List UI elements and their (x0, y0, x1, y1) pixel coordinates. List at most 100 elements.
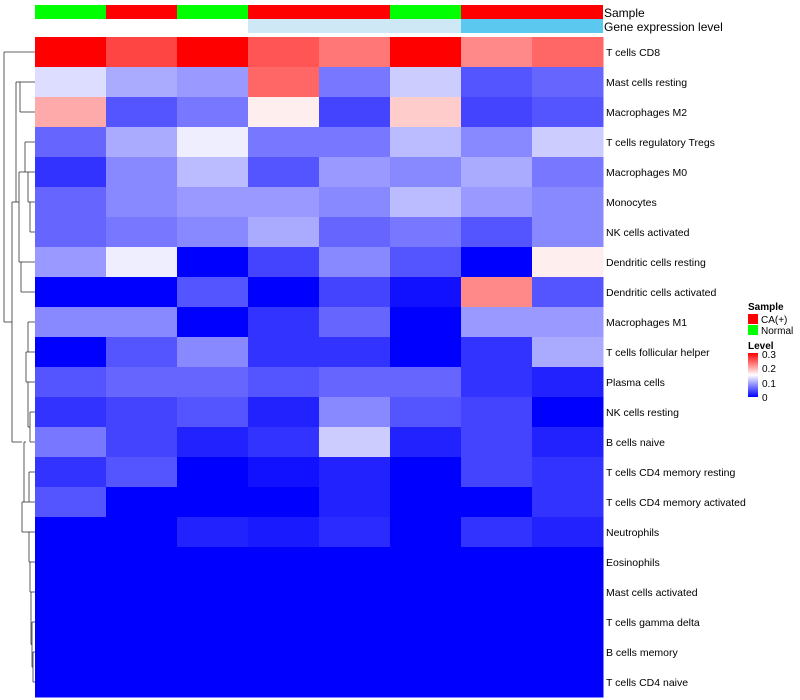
heatmap-cell (532, 307, 604, 338)
row-label: B cells naive (606, 437, 665, 449)
heatmap-cell (177, 247, 249, 278)
heatmap-cell (248, 367, 320, 398)
heatmap-cell (106, 457, 178, 488)
heatmap-cell (319, 187, 391, 218)
heatmap-cell (248, 457, 320, 488)
legend-swatch-normal (748, 325, 758, 335)
heatmap-cell (177, 217, 249, 248)
heatmap-cell (461, 607, 533, 638)
heatmap-cell (35, 187, 107, 218)
heatmap-cell (532, 577, 604, 608)
heatmap-cell (461, 547, 533, 578)
heatmap-cell (532, 667, 604, 698)
heatmap-cell (106, 577, 178, 608)
heatmap-cell (248, 397, 320, 428)
heatmap-cell (532, 217, 604, 248)
heatmap-cell (106, 307, 178, 338)
sample-annotation-cell (461, 5, 532, 19)
heatmap-cell (461, 637, 533, 668)
heatmap-cell (106, 97, 178, 128)
heatmap-cell (532, 37, 604, 68)
heatmap-cell (248, 307, 320, 338)
heatmap-cell (532, 637, 604, 668)
heatmap-cell (461, 157, 533, 188)
heatmap-cell (35, 397, 107, 428)
heatmap-cell (35, 67, 107, 98)
heatmap-cell (35, 127, 107, 158)
level-tick-0: 0 (762, 393, 768, 404)
row-label: Dendritic cells resting (606, 257, 706, 269)
heatmap-cell (532, 457, 604, 488)
heatmap-cell (390, 637, 462, 668)
heatmap-cell (319, 277, 391, 308)
heatmap-cell (35, 247, 107, 278)
heatmap-cell (35, 667, 107, 698)
heatmap-cell (106, 337, 178, 368)
heatmap-cell (35, 217, 107, 248)
heatmap-cell (319, 577, 391, 608)
heatmap-cell (106, 397, 178, 428)
heatmap-cell (177, 607, 249, 638)
heatmap-cell (248, 337, 320, 368)
heatmap-cell (248, 487, 320, 518)
row-dendrogram (3, 51, 35, 683)
heatmap-cell (248, 97, 320, 128)
row-label: Mast cells resting (606, 77, 687, 89)
heatmap-cell (35, 457, 107, 488)
heatmap-cell (177, 577, 249, 608)
column-annotations (35, 5, 603, 33)
expression-annotation-cell (532, 19, 603, 33)
expression-annotation-cell (177, 19, 248, 33)
heatmap-cell (390, 427, 462, 458)
heatmap-cell (248, 127, 320, 158)
row-label: T cells CD4 memory activated (606, 497, 746, 509)
heatmap-cell (319, 127, 391, 158)
heatmap-cell (319, 307, 391, 338)
heatmap-cell (390, 37, 462, 68)
sample-annotation-label: Sample (604, 6, 645, 20)
heatmap-cell (532, 67, 604, 98)
heatmap-cell (177, 487, 249, 518)
sample-annotation-cell (319, 5, 390, 19)
heatmap-cell (461, 97, 533, 128)
heatmap-cell (35, 427, 107, 458)
heatmap-cell (106, 277, 178, 308)
heatmap-cell (532, 367, 604, 398)
sample-annotation-cell (35, 5, 106, 19)
heatmap-cell (106, 187, 178, 218)
heatmap-cell (532, 487, 604, 518)
expression-annotation-cell (461, 19, 532, 33)
heatmap-cell (461, 187, 533, 218)
expression-annotation-cell (248, 19, 319, 33)
heatmap-cell (390, 397, 462, 428)
heatmap-cell (319, 67, 391, 98)
heatmap-cell (319, 157, 391, 188)
heatmap-cell (248, 277, 320, 308)
heatmap-cell (248, 607, 320, 638)
sample-annotation-cell (532, 5, 603, 19)
row-label: Monocytes (606, 197, 657, 209)
row-label: T cells CD4 memory resting (606, 467, 735, 479)
heatmap-cell (106, 247, 178, 278)
row-label: Macrophages M1 (606, 317, 687, 329)
heatmap-cell (35, 337, 107, 368)
heatmap-cell (35, 307, 107, 338)
row-label: Dendritic cells activated (606, 287, 716, 299)
heatmap-cell (390, 217, 462, 248)
row-label: T cells CD8 (606, 47, 660, 59)
heatmap-cell (248, 37, 320, 68)
heatmap-cell (248, 187, 320, 218)
heatmap-cell (390, 607, 462, 638)
heatmap-cell (248, 247, 320, 278)
heatmap-cell (319, 367, 391, 398)
heatmap-cell (461, 67, 533, 98)
heatmap-cell (177, 547, 249, 578)
heatmap-cell (532, 337, 604, 368)
heatmap-cell (177, 67, 249, 98)
heatmap-cell (106, 667, 178, 698)
heatmap-cell (390, 457, 462, 488)
heatmap-cell (319, 487, 391, 518)
heatmap-cell (390, 367, 462, 398)
heatmap-cell (390, 337, 462, 368)
heatmap-cell (532, 127, 604, 158)
